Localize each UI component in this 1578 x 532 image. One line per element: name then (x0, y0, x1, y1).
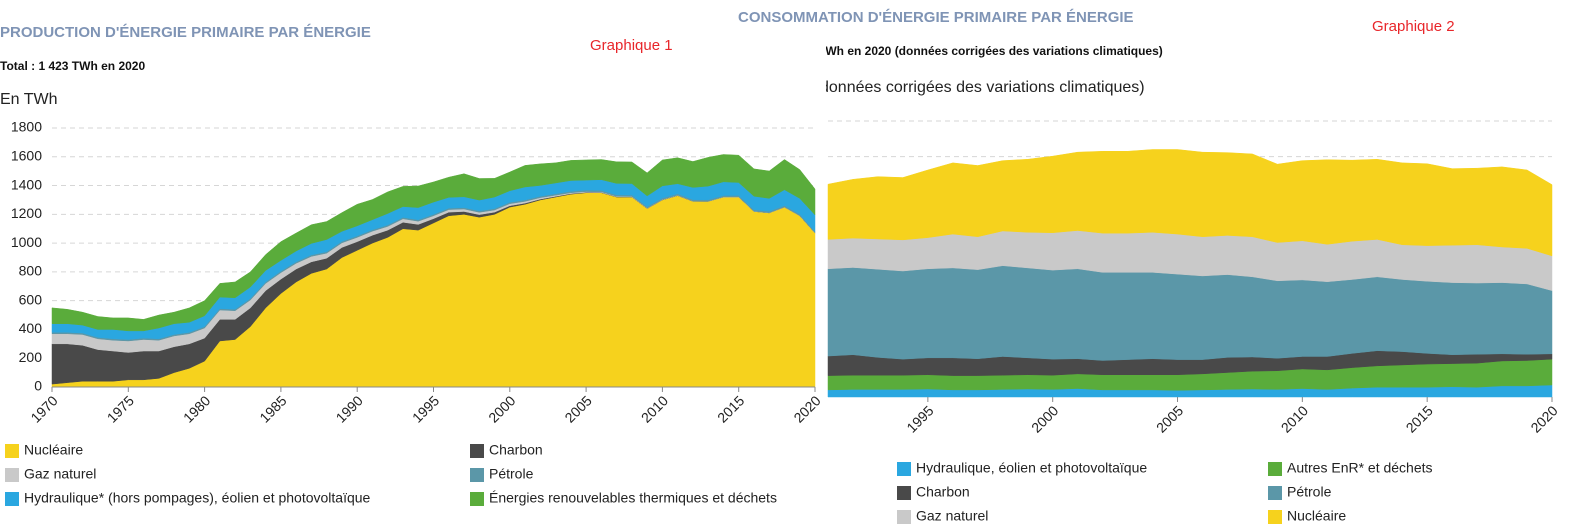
y-tick-label: 0 (34, 378, 42, 394)
chart-production: PRODUCTION D'ÉNERGIE PRIMAIRE PAR ÉNERGI… (0, 24, 824, 506)
legend-swatch (470, 444, 484, 458)
clipped-texts: TWh en 2020 (données corrigées des varia… (818, 44, 1163, 96)
legend-swatch (5, 492, 19, 506)
y-tick-label: 1400 (11, 176, 42, 192)
legend-swatch (5, 468, 19, 482)
plot-area (827, 120, 1553, 398)
y-tick-label: 400 (19, 320, 43, 336)
x-tick-label: 2000 (485, 392, 518, 425)
y-axis-label: En TWh (0, 91, 58, 108)
legend-label: Hydraulique, éolien et photovoltaïque (916, 460, 1147, 476)
x-tick-label: 2020 (790, 392, 823, 425)
chart-consommation: CONSOMMATION D'ÉNERGIE PRIMAIRE PAR ÉNER… (738, 0, 1578, 532)
legend-swatch (897, 462, 911, 476)
annotation: Graphique 1 (590, 37, 673, 54)
legend-swatch (1268, 486, 1282, 500)
x-tick-label: 1975 (104, 392, 137, 425)
chart-subtitle: TWh en 2020 (données corrigées des varia… (818, 44, 1163, 58)
legend-label: Gaz naturel (24, 466, 96, 482)
legend-label: Nucléaire (1287, 508, 1346, 524)
legend-label: Charbon (489, 442, 543, 458)
y-tick-label: 200 (19, 349, 43, 365)
chart-title: CONSOMMATION D'ÉNERGIE PRIMAIRE PAR ÉNER… (738, 9, 1134, 26)
y-tick-label: 1200 (11, 205, 42, 221)
legend-label: Pétrole (489, 466, 534, 482)
legend-swatch (470, 492, 484, 506)
legend-label: Nucléaire (24, 442, 83, 458)
legend-swatch (897, 510, 911, 524)
y-tick-label: 1000 (11, 234, 42, 250)
legend-label: Hydraulique* (hors pompages), éolien et … (24, 490, 371, 506)
plot-area (51, 127, 816, 388)
x-tick-label: 2005 (561, 392, 594, 425)
area-layer (51, 154, 816, 332)
legend-label: Autres EnR* et déchets (1287, 460, 1433, 476)
annotation: Graphique 2 (1372, 18, 1455, 35)
legend-label: Gaz naturel (916, 508, 988, 524)
legend-label: Pétrole (1287, 484, 1332, 500)
x-tick-label: 1995 (409, 392, 442, 425)
legend-label: Énergies renouvelables thermiques et déc… (489, 490, 777, 506)
x-tick-label: 2015 (714, 392, 747, 425)
y-tick-label: 1800 (11, 119, 42, 135)
y-tick-label: 1600 (11, 147, 42, 163)
y-tick-label: 800 (19, 263, 43, 279)
y-axis-label: données corrigées des variations climati… (820, 79, 1145, 96)
area-layer (827, 149, 1553, 257)
x-tick-label: 1985 (256, 392, 289, 425)
x-tick-label: 1970 (27, 392, 60, 425)
legend-swatch (1268, 462, 1282, 476)
x-tick-label: 1980 (180, 392, 213, 425)
chart-title: PRODUCTION D'ÉNERGIE PRIMAIRE PAR ÉNERGI… (0, 24, 371, 41)
legend-swatch (1268, 510, 1282, 524)
chart-subtitle: Total : 1 423 TWh en 2020 (0, 59, 145, 73)
legend-swatch (897, 486, 911, 500)
legend-swatch (5, 444, 19, 458)
legend-swatch (470, 468, 484, 482)
x-tick-label: 2010 (638, 392, 671, 425)
x-tick-label: 1990 (333, 392, 366, 425)
legend-label: Charbon (916, 484, 970, 500)
y-tick-label: 600 (19, 291, 43, 307)
